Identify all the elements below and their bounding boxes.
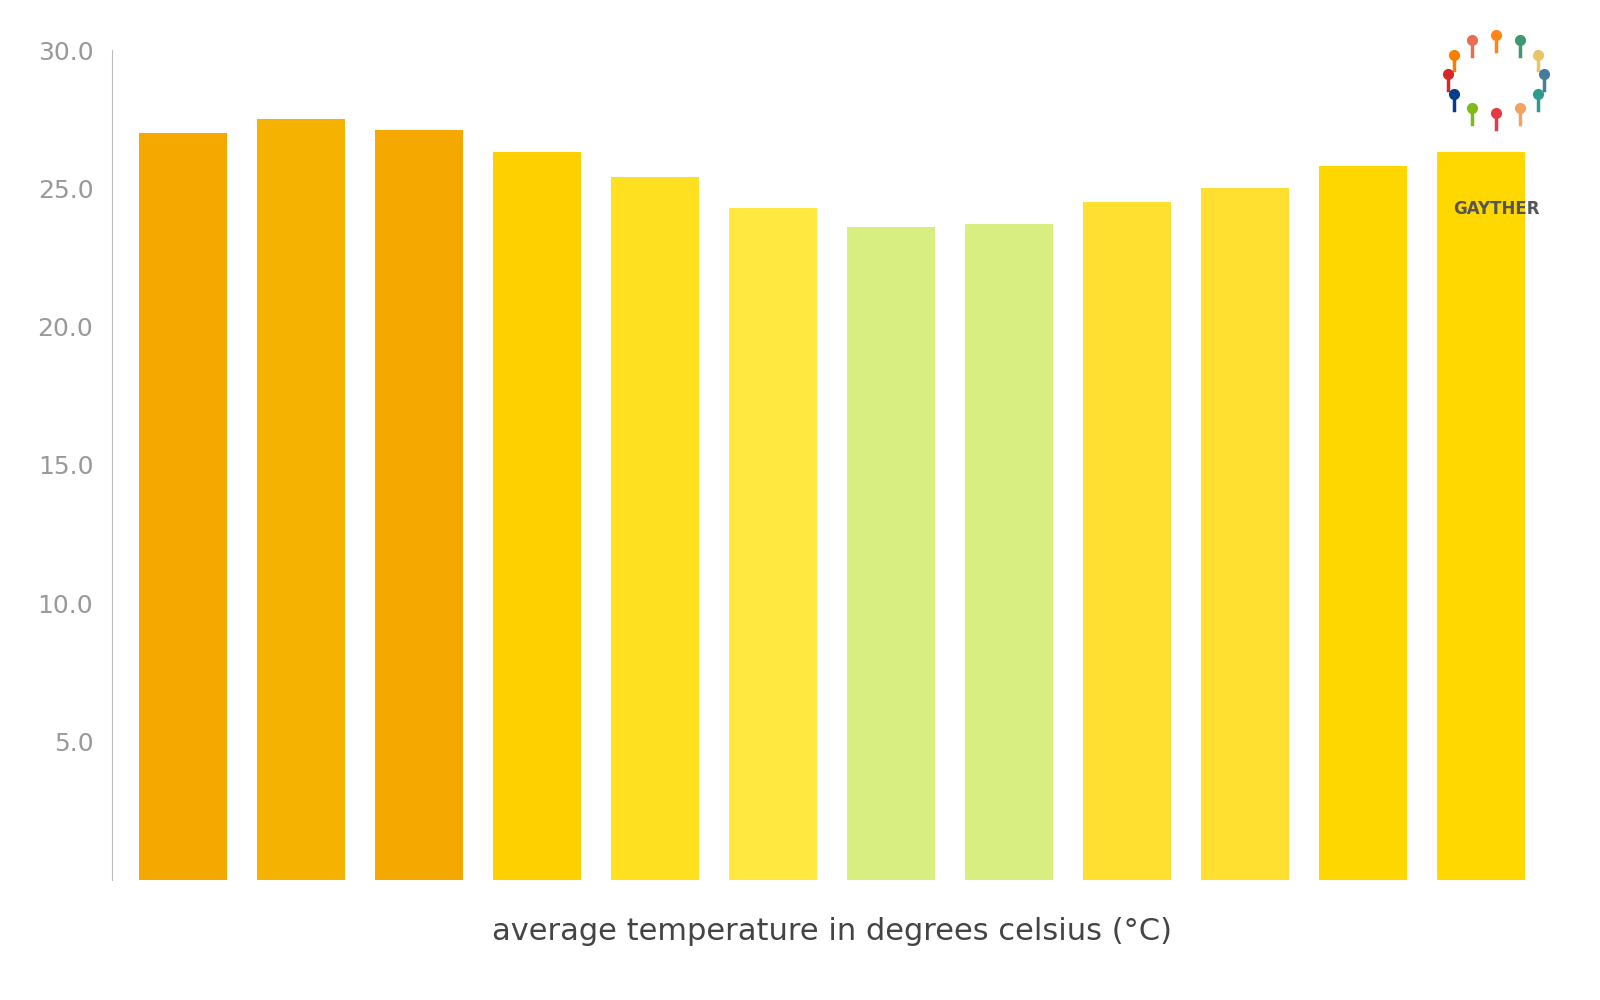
X-axis label: average temperature in degrees celsius (°C): average temperature in degrees celsius (… bbox=[493, 918, 1171, 946]
Bar bbox=[728, 208, 818, 880]
Bar bbox=[1437, 152, 1525, 880]
Bar bbox=[256, 119, 346, 880]
Text: GAYTHER: GAYTHER bbox=[1453, 200, 1539, 218]
Bar bbox=[139, 133, 227, 880]
Bar bbox=[1318, 166, 1408, 880]
Bar bbox=[1202, 188, 1290, 880]
Bar bbox=[493, 152, 581, 880]
Bar bbox=[1083, 202, 1171, 880]
Bar bbox=[611, 177, 699, 880]
Bar bbox=[374, 130, 462, 880]
Bar bbox=[965, 224, 1053, 880]
Bar bbox=[846, 227, 936, 880]
